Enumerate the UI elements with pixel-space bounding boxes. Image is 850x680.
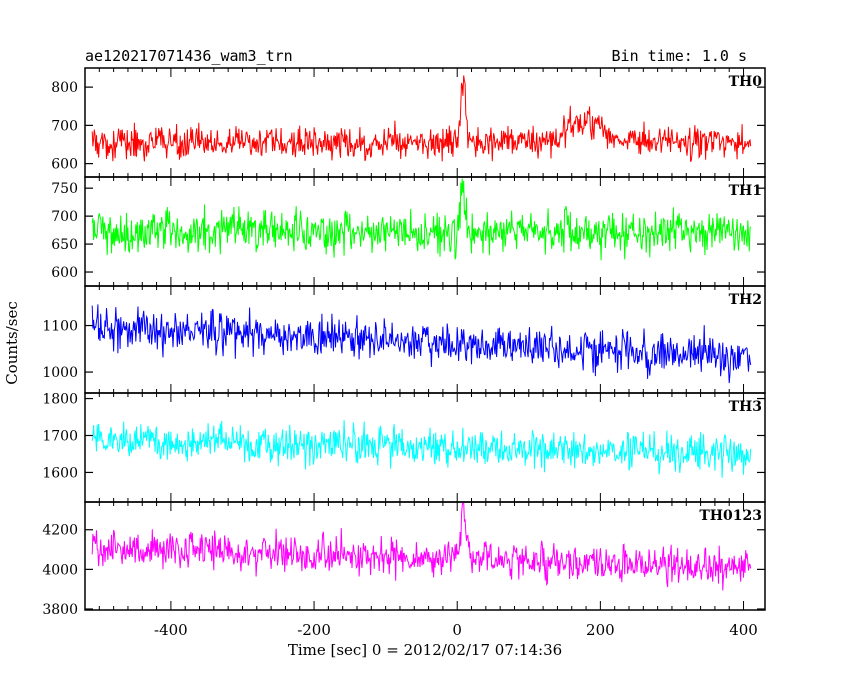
x-tick-label: -200: [297, 621, 331, 639]
y-tick-label: 1800: [42, 392, 78, 408]
series-line-th0: [91, 75, 752, 163]
x-tick-label: 0: [452, 621, 462, 639]
y-tick-label: 4200: [42, 523, 78, 539]
y-tick-label: 650: [51, 237, 78, 253]
panel-label-th2: TH2: [729, 292, 762, 308]
y-tick-label: 700: [51, 118, 78, 134]
panel-label-th1: TH1: [729, 183, 762, 199]
panel-frame-th0123: [84, 501, 766, 611]
series-line-th0123: [91, 502, 752, 591]
panel-label-th0123: TH0123: [699, 508, 762, 524]
y-axis-label: Counts/sec: [3, 301, 21, 385]
x-tick-label: 400: [729, 621, 758, 639]
x-axis-label: Time [sec] 0 = 2012/02/17 07:14:36: [288, 641, 562, 659]
y-tick-label: 3800: [42, 602, 78, 618]
bin-time-label: Bin time: 1.0 s: [612, 47, 747, 65]
panel-frame-th3: [84, 392, 766, 503]
y-tick-label: 700: [51, 209, 78, 225]
chart-title: ae120217071436_wam3_trn: [85, 47, 293, 65]
y-tick-label: 600: [51, 157, 78, 173]
series-line-th2: [91, 304, 752, 384]
panels-group: 600 700 800 TH0 600 650 700 750 TH1 1000 1100 TH2 16…: [42, 67, 766, 639]
y-tick-label: 1000: [42, 365, 78, 381]
x-tick-label: 200: [586, 621, 615, 639]
y-tick-label: 750: [51, 181, 78, 197]
x-tick-label: -400: [154, 621, 188, 639]
y-tick-label: 4000: [42, 562, 78, 578]
series-line-th1: [91, 178, 752, 261]
panel-label-th0: TH0: [729, 74, 763, 90]
y-tick-label: 1700: [42, 428, 78, 444]
panel-label-th3: TH3: [729, 399, 762, 415]
y-tick-label: 1600: [42, 465, 78, 481]
panel-frame-th0: [84, 67, 766, 178]
series-line-th3: [91, 420, 752, 478]
y-tick-label: 800: [51, 80, 78, 96]
y-tick-label: 1100: [42, 319, 78, 335]
y-tick-label: 600: [51, 265, 78, 281]
